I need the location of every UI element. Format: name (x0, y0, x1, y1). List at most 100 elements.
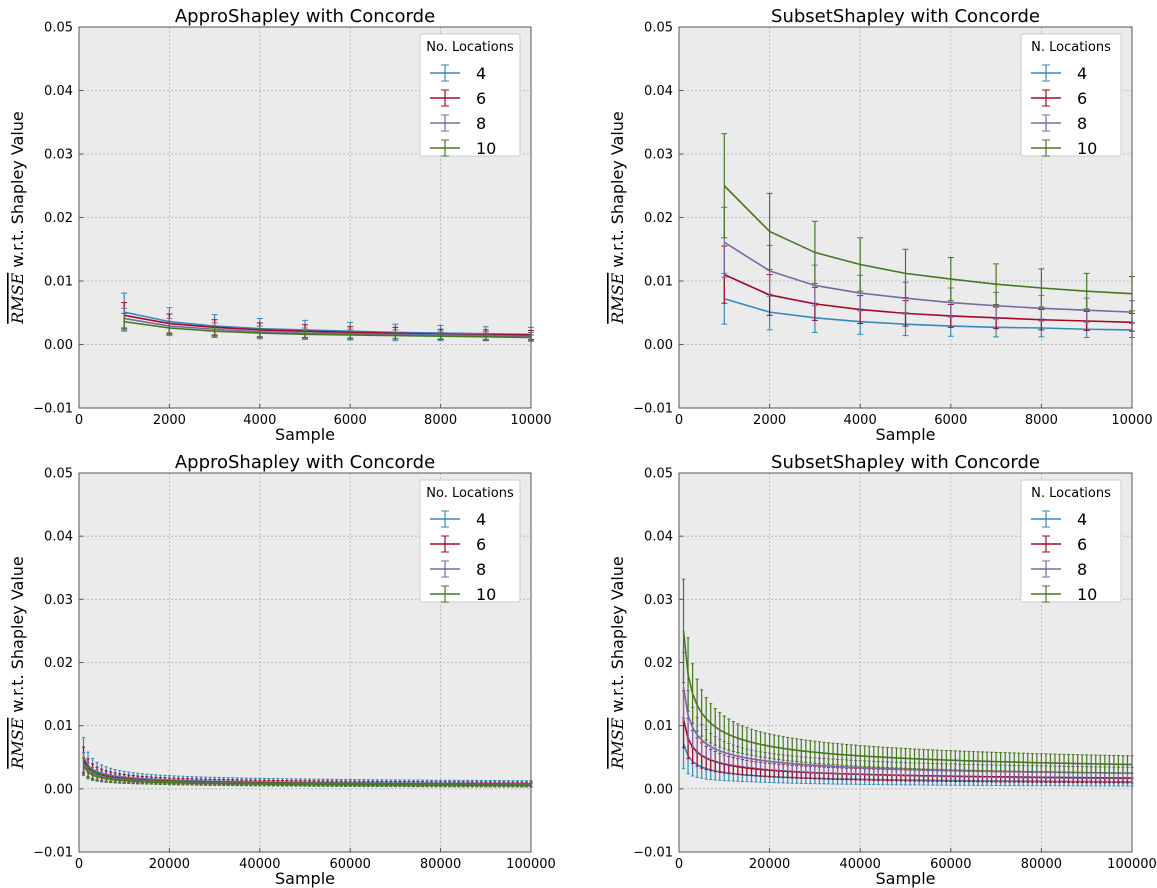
y-axis-label-rmse: RMSE (8, 717, 27, 769)
legend-label: 6 (1077, 89, 1087, 108)
x-axis-label: Sample (876, 425, 936, 444)
legend-title: N. Locations (1031, 40, 1111, 55)
x-tick-label: 100000 (506, 857, 556, 872)
x-tick-label: 40000 (840, 857, 881, 872)
x-tick-label: 0 (675, 413, 683, 428)
legend-item-4: 4 (430, 510, 486, 529)
series-10 (721, 133, 1135, 312)
legend-label: 4 (1077, 64, 1087, 83)
series-line (724, 298, 1133, 331)
series-line (124, 320, 532, 339)
x-tick-label: 80000 (420, 857, 461, 872)
y-tick-label: −0.01 (33, 402, 73, 417)
y-axis-label-text: w.r.t. Shapley Value (608, 556, 627, 717)
y-tick-label: 0.03 (644, 148, 673, 163)
legend: N. Locations 4 6 8 10 (1020, 33, 1122, 158)
series-line (124, 311, 532, 336)
y-tick-label: 0.05 (644, 21, 673, 36)
y-axis-label: RMSE w.r.t. Shapley Value (8, 556, 27, 770)
y-tick-label: 0.04 (44, 84, 73, 99)
x-tick-label: 0 (75, 857, 83, 872)
y-tick-label: 0.03 (644, 593, 673, 608)
series-10 (121, 312, 534, 341)
series-line (682, 743, 1133, 783)
y-axis-label-rmse: RMSE (608, 272, 627, 324)
x-tick-label: 6000 (934, 413, 967, 428)
legend-item-10: 10 (430, 585, 496, 604)
legend-item-6: 6 (1031, 535, 1087, 554)
legend-label: 6 (476, 535, 486, 554)
y-tick-label: 0.00 (644, 782, 673, 797)
y-tick-label: 0.04 (44, 530, 73, 545)
y-tick-label: 0.01 (44, 275, 73, 290)
legend-item-10: 10 (430, 139, 496, 158)
y-tick-label: −0.01 (633, 402, 673, 417)
x-tick-label: 2000 (153, 413, 186, 428)
series-line (682, 630, 1133, 766)
legend-title: N. Locations (1031, 486, 1111, 501)
series-line (682, 719, 1133, 779)
legend-item-10: 10 (1031, 585, 1097, 604)
x-tick-label: 60000 (930, 857, 971, 872)
y-axis-label-text: w.r.t. Shapley Value (608, 111, 627, 272)
legend-label: 8 (476, 560, 486, 579)
x-tick-label: 4000 (844, 413, 877, 428)
y-tick-label: 0.05 (44, 467, 73, 482)
legend-label: 4 (476, 510, 486, 529)
legend-label: 10 (476, 585, 496, 604)
x-tick-label: 2000 (753, 413, 786, 428)
legend-label: 10 (1077, 585, 1097, 604)
y-tick-label: 0.05 (44, 21, 73, 36)
y-axis-label-rmse: RMSE (608, 717, 627, 769)
y-tick-label: 0.02 (44, 211, 73, 226)
legend-title: No. Locations (426, 486, 514, 501)
legend-item-4: 4 (1031, 64, 1087, 83)
legend-item-6: 6 (430, 89, 486, 108)
x-tick-label: 100000 (1107, 857, 1157, 872)
x-tick-label: 10000 (1111, 413, 1152, 428)
legend-item-6: 6 (1031, 89, 1087, 108)
x-tick-label: 10000 (510, 413, 551, 428)
y-tick-label: −0.01 (33, 846, 73, 861)
y-axis-label: RMSE w.r.t. Shapley Value (8, 111, 27, 325)
x-tick-label: 0 (675, 857, 683, 872)
x-tick-label: 20000 (749, 857, 790, 872)
legend-item-10: 10 (1031, 139, 1097, 158)
x-tick-label: 20000 (149, 857, 190, 872)
y-tick-label: −0.01 (633, 846, 673, 861)
series-line (723, 241, 1133, 313)
legend-item-8: 8 (1031, 560, 1087, 579)
y-tick-label: 0.04 (644, 530, 673, 545)
legend-item-6: 6 (430, 535, 486, 554)
y-tick-label: 0.00 (44, 782, 73, 797)
legend: N. Locations 4 6 8 10 (1020, 479, 1122, 604)
legend-label: 4 (476, 64, 486, 83)
y-tick-label: 0.02 (644, 656, 673, 671)
x-tick-label: 4000 (243, 413, 276, 428)
legend-label: 6 (1077, 535, 1087, 554)
legend-label: 8 (476, 114, 486, 133)
series-line (682, 687, 1133, 774)
y-tick-label: 0.00 (44, 338, 73, 353)
series-line (82, 765, 532, 787)
chart-title: ApproShapley with Concorde (175, 6, 435, 27)
chart-title: SubsetShapley with Concorde (771, 452, 1040, 473)
y-tick-label: 0.00 (644, 338, 673, 353)
x-axis-label: Sample (275, 869, 335, 888)
legend-item-8: 8 (1031, 114, 1087, 133)
x-tick-label: 8000 (1025, 413, 1058, 428)
y-tick-label: 0.02 (44, 656, 73, 671)
y-axis-label-rmse: RMSE (8, 272, 27, 324)
x-tick-label: 80000 (1021, 857, 1062, 872)
y-tick-label: 0.01 (644, 719, 673, 734)
legend-label: 4 (1077, 510, 1087, 529)
chart-title: SubsetShapley with Concorde (771, 6, 1040, 27)
x-tick-label: 60000 (330, 857, 371, 872)
x-tick-label: 8000 (424, 413, 457, 428)
legend-label: 8 (1077, 114, 1087, 133)
chart-title: ApproShapley with Concorde (175, 452, 435, 473)
series-line (723, 185, 1133, 295)
legend-label: 10 (476, 139, 496, 158)
legend-title: No. Locations (426, 40, 514, 55)
